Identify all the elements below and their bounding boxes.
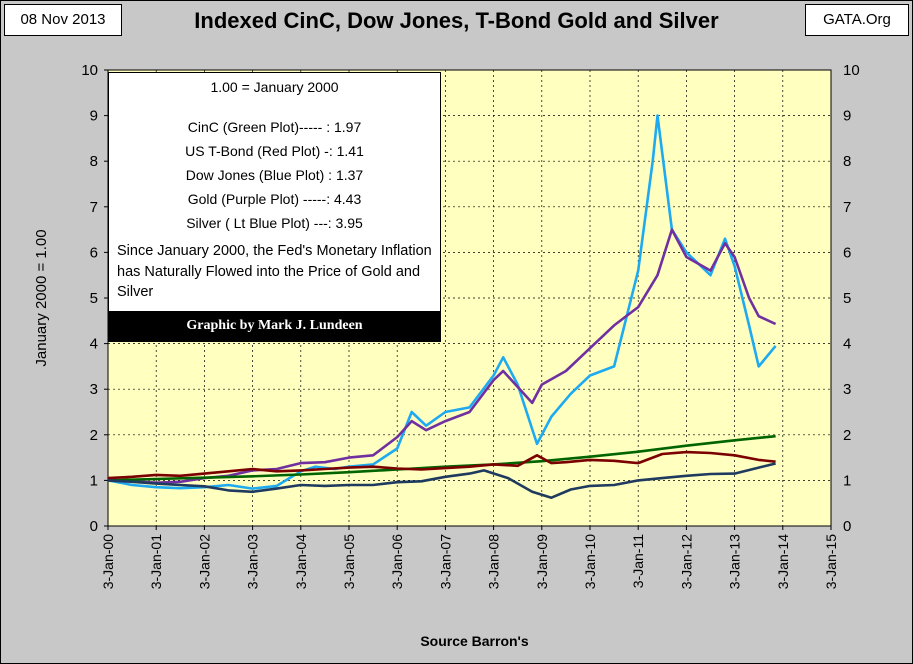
y-tick-label-left: 4 bbox=[90, 336, 98, 353]
y-tick-label-right: 6 bbox=[843, 244, 851, 261]
x-tick-label: 3-Jan-12 bbox=[678, 534, 694, 589]
y-tick-label-right: 9 bbox=[843, 108, 851, 125]
y-tick-label-right: 0 bbox=[843, 518, 851, 535]
y-tick-label-right: 2 bbox=[843, 427, 851, 444]
x-axis-label: Source Barron's bbox=[420, 633, 529, 649]
x-tick-label: 3-Jan-11 bbox=[630, 534, 646, 588]
y-tick-label-left: 0 bbox=[90, 518, 98, 535]
series-line-cinc bbox=[107, 434, 776, 482]
legend-entry-dow: Dow Jones (Blue Plot) : 1.37 bbox=[185, 167, 364, 183]
x-tick-label: 3-Jan-07 bbox=[437, 534, 453, 589]
y-tick-label-left: 3 bbox=[90, 381, 98, 398]
x-tick-label: 3-Jan-00 bbox=[100, 534, 116, 589]
y-axis-label: January 2000 = 1.00 bbox=[33, 229, 50, 366]
date-stamp: 08 Nov 2013 bbox=[4, 4, 122, 36]
legend-entry-silver: Silver ( Lt Blue Plot) ---: 3.95 bbox=[186, 215, 363, 231]
x-tick-label: 3-Jan-15 bbox=[823, 534, 839, 589]
legend-entry-tbond: US T-Bond (Red Plot) -: 1.41 bbox=[185, 143, 364, 159]
series-line-gold bbox=[107, 228, 777, 485]
x-tick-label: 3-Jan-03 bbox=[245, 534, 261, 589]
chart-title: Indexed CinC, Dow Jones, T-Bond Gold and… bbox=[194, 8, 719, 33]
y-tick-label-left: 9 bbox=[90, 108, 98, 125]
source-tag: GATA.Org bbox=[805, 4, 909, 36]
series-line-silver bbox=[107, 114, 777, 490]
y-tick-label-right: 8 bbox=[843, 153, 851, 170]
legend-entry-cinc: CinC (Green Plot)----- : 1.97 bbox=[187, 119, 362, 135]
x-tick-label: 3-Jan-06 bbox=[389, 534, 405, 589]
y-tick-label-left: 5 bbox=[90, 290, 98, 307]
x-tick-label: 3-Jan-09 bbox=[534, 534, 550, 589]
series-line-dow bbox=[107, 462, 776, 500]
legend-base: 1.00 = January 2000 bbox=[210, 79, 339, 95]
y-tick-label-left: 6 bbox=[90, 244, 98, 261]
legend-entries: CinC (Green Plot)----- : 1.97 US T-Bond … bbox=[109, 115, 440, 235]
x-tick-label: 3-Jan-08 bbox=[486, 534, 502, 589]
y-tick-label-right: 7 bbox=[843, 199, 851, 216]
x-tick-label: 3-Jan-14 bbox=[775, 534, 791, 589]
y-tick-label-left: 8 bbox=[90, 153, 98, 170]
y-tick-label-right: 5 bbox=[843, 290, 851, 307]
y-tick-label-right: 4 bbox=[843, 336, 851, 353]
y-tick-label-left: 7 bbox=[90, 199, 98, 216]
y-tick-label-left: 2 bbox=[90, 427, 98, 444]
series-line-tbond bbox=[107, 450, 776, 480]
x-tick-label: 3-Jan-04 bbox=[293, 534, 309, 589]
y-tick-label-left: 10 bbox=[81, 62, 98, 79]
legend-note: Since January 2000, the Fed's Monetary I… bbox=[117, 243, 432, 300]
legend-box: 1.00 = January 2000 CinC (Green Plot)---… bbox=[108, 72, 441, 342]
y-tick-label-right: 1 bbox=[843, 472, 851, 489]
y-tick-label-left: 1 bbox=[90, 472, 98, 489]
x-tick-label: 3-Jan-01 bbox=[148, 534, 164, 589]
y-tick-label-right: 10 bbox=[843, 62, 860, 79]
credit-banner: Graphic by Mark J. Lundeen bbox=[109, 311, 440, 341]
x-tick-label: 3-Jan-10 bbox=[582, 534, 598, 589]
y-tick-label-right: 3 bbox=[843, 381, 851, 398]
x-tick-label: 3-Jan-05 bbox=[341, 534, 357, 589]
x-tick-label: 3-Jan-02 bbox=[196, 534, 212, 589]
legend-entry-gold: Gold (Purple Plot) -----: 4.43 bbox=[187, 191, 362, 207]
x-tick-label: 3-Jan-13 bbox=[727, 534, 743, 589]
